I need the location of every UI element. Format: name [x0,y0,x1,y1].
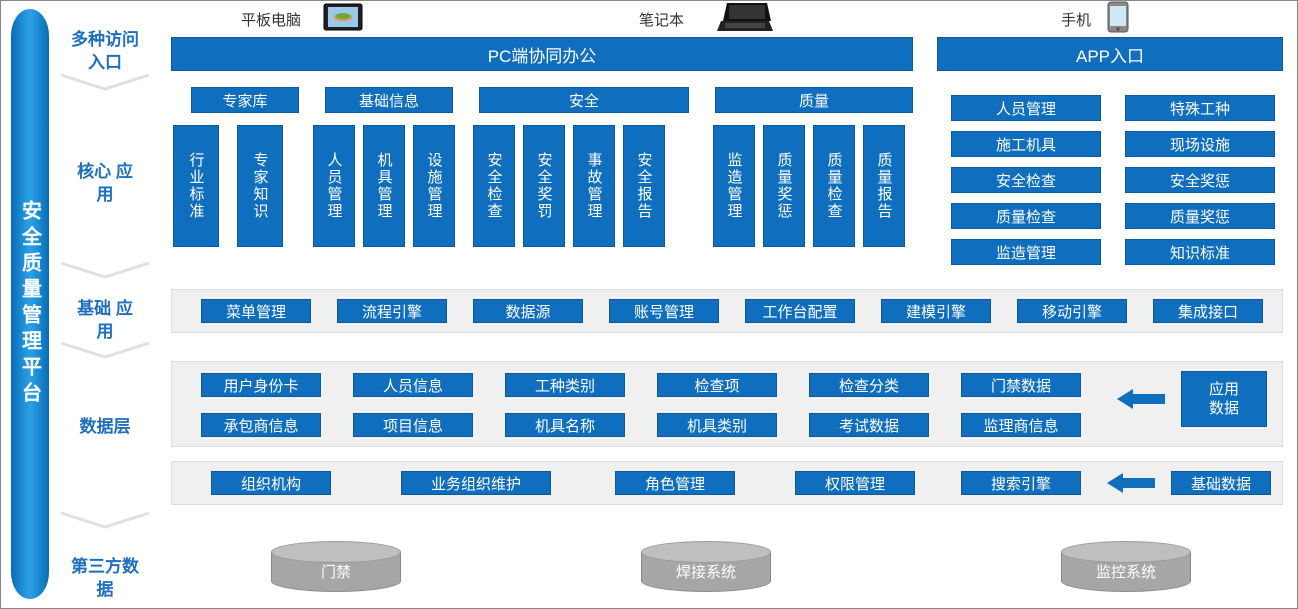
data-item: 检查分类 [809,373,929,397]
core-item: 质量报告 [863,125,905,247]
app-item: 质量奖惩 [1125,203,1275,229]
data-item: 检查项 [657,373,777,397]
core-item: 监造管理 [713,125,755,247]
tablet-icon [323,3,363,31]
app-item: 安全奖惩 [1125,167,1275,193]
arrow-left-icon [1107,473,1155,493]
data-item: 角色管理 [615,471,735,495]
base-item: 工作台配置 [745,299,855,323]
app-item: 知识标准 [1125,239,1275,265]
chevron-down-icon [59,341,151,361]
app-item: 施工机具 [951,131,1101,157]
cylinder-icon: 焊接系统 [641,541,771,593]
data-item: 机具名称 [505,413,625,437]
core-item: 安全报告 [623,125,665,247]
base-item: 移动引擎 [1017,299,1127,323]
app-item: 特殊工种 [1125,95,1275,121]
cyl-label: 监控系统 [1096,561,1156,582]
core-item: 质量奖惩 [763,125,805,247]
phone-icon [1107,1,1129,33]
data-item: 搜索引擎 [961,471,1081,495]
base-item: 流程引擎 [337,299,447,323]
cylinder-icon: 门禁 [271,541,401,593]
core-item: 安全检查 [473,125,515,247]
arrow-left-icon [1117,389,1165,409]
cyl-label: 门禁 [321,561,351,582]
core-item: 机具管理 [363,125,405,247]
core-item: 事故管理 [573,125,615,247]
callout-app-data: 应用数据 [1181,371,1267,427]
core-item: 人员管理 [313,125,355,247]
row-label-core: 核心 应用 [59,161,151,207]
chevron-down-icon [59,261,151,281]
pc-collab-bar: PC端协同办公 [171,37,913,71]
data-item: 用户身份卡 [201,373,321,397]
data-item: 门禁数据 [961,373,1081,397]
base-item: 数据源 [473,299,583,323]
data-item: 人员信息 [353,373,473,397]
data-item: 监理商信息 [961,413,1081,437]
cyl-label: 焊接系统 [676,561,736,582]
data-item: 项目信息 [353,413,473,437]
base-item: 建模引擎 [881,299,991,323]
app-entry-bar: APP入口 [937,37,1283,71]
data-item: 承包商信息 [201,413,321,437]
core-item: 专家知识 [237,125,283,247]
cylinder-icon: 监控系统 [1061,541,1191,593]
data-item: 考试数据 [809,413,929,437]
base-item: 账号管理 [609,299,719,323]
core-item: 质量检查 [813,125,855,247]
app-item: 监造管理 [951,239,1101,265]
row-label-access: 多种访问入口 [59,29,151,75]
data-item: 机具类别 [657,413,777,437]
core-item: 安全奖罚 [523,125,565,247]
header-basic: 基础信息 [325,87,453,113]
device-tablet-label: 平板电脑 [241,9,301,30]
device-laptop-label: 笔记本 [639,9,684,30]
base-item: 集成接口 [1153,299,1263,323]
header-safety: 安全 [479,87,689,113]
data-item: 业务组织维护 [401,471,551,495]
app-item: 人员管理 [951,95,1101,121]
core-item: 行业标准 [173,125,219,247]
app-item: 质量检查 [951,203,1101,229]
row-label-data: 数据层 [59,416,151,439]
header-quality: 质量 [715,87,913,113]
platform-title: 安全质量管理平台 [16,200,45,408]
laptop-icon [717,1,773,33]
base-item: 菜单管理 [201,299,311,323]
data-item: 组织机构 [211,471,331,495]
chevron-down-icon [59,73,151,93]
device-phone-label: 手机 [1061,9,1091,30]
row-label-third: 第三方数据 [59,556,151,602]
data-item: 权限管理 [795,471,915,495]
header-expert: 专家库 [191,87,299,113]
callout-base-data: 基础数据 [1171,471,1271,495]
data-item: 工种类别 [505,373,625,397]
row-label-base: 基础 应用 [59,298,151,344]
chevron-down-icon [59,511,151,531]
core-item: 设施管理 [413,125,455,247]
app-item: 现场设施 [1125,131,1275,157]
platform-pillar: 安全质量管理平台 [11,9,49,599]
app-item: 安全检查 [951,167,1101,193]
